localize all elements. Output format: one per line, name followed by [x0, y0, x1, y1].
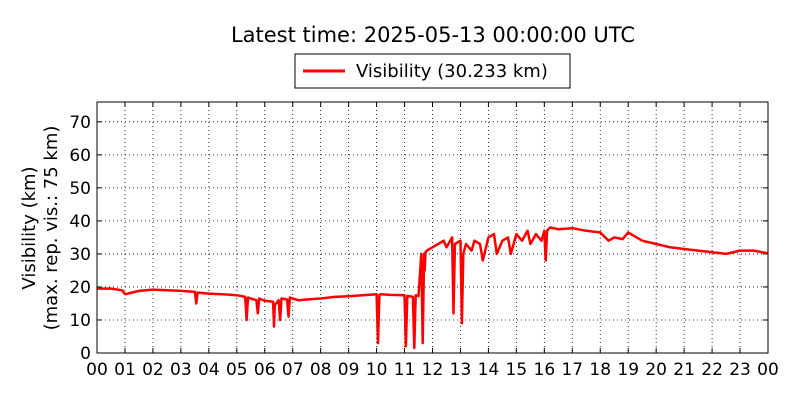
- chart-title: Latest time: 2025-05-13 00:00:00 UTC: [231, 23, 635, 47]
- x-tick-label: 00: [757, 360, 779, 380]
- visibility-series-line: [97, 226, 769, 350]
- x-tick-label: 23: [729, 360, 751, 380]
- x-tick-label: 03: [170, 360, 192, 380]
- y-axis-label-line-2: (max. rep. vis.: 75 km): [41, 126, 62, 331]
- x-tick-label: 14: [478, 360, 500, 380]
- x-tick-label: 09: [338, 360, 360, 380]
- x-tick-label: 20: [645, 360, 667, 380]
- x-tick-label: 22: [701, 360, 723, 380]
- x-tick-label: 17: [561, 360, 583, 380]
- y-tick-label: 50: [69, 179, 91, 199]
- x-tick-label: 01: [114, 360, 136, 380]
- x-tick-label: 00: [86, 360, 108, 380]
- x-tick-label: 02: [142, 360, 164, 380]
- x-tick-label: 08: [310, 360, 332, 380]
- x-tick-label: 13: [450, 360, 472, 380]
- x-tick-label: 15: [506, 360, 528, 380]
- y-axis-label: Visibility (km) (max. rep. vis.: 75 km): [19, 126, 62, 331]
- y-tick-label: 40: [69, 212, 91, 232]
- x-tick-label: 06: [254, 360, 276, 380]
- x-tick-label: 16: [534, 360, 556, 380]
- x-tick-label: 18: [589, 360, 611, 380]
- x-tick-label: 07: [282, 360, 304, 380]
- x-tick-label: 10: [366, 360, 388, 380]
- x-tick-label: 11: [394, 360, 416, 380]
- y-axis-label-line-1: Visibility (km): [19, 166, 40, 289]
- x-tick-label: 12: [422, 360, 444, 380]
- series-layer: [97, 226, 769, 350]
- x-tick-label: 05: [226, 360, 248, 380]
- y-tick-label: 30: [69, 245, 91, 265]
- plot-area-frame: [96, 101, 769, 354]
- grid: [97, 102, 768, 353]
- y-tick-label: 20: [69, 278, 91, 298]
- legend-label: Visibility (30.233 km): [356, 61, 548, 82]
- y-tick-label: 0: [80, 344, 91, 364]
- x-tick-label: 19: [617, 360, 639, 380]
- axis-ticks: 00 01 02 03 04 05 06 07 08 09 10 11 12 13 14 15 16 17 18 19…: [69, 102, 779, 380]
- y-tick-label: 10: [69, 311, 91, 331]
- x-tick-label: 21: [673, 360, 695, 380]
- y-tick-label: 60: [69, 146, 91, 166]
- legend: Visibility (30.233 km): [294, 53, 571, 89]
- x-tick-label: 04: [198, 360, 220, 380]
- y-tick-label: 70: [69, 113, 91, 133]
